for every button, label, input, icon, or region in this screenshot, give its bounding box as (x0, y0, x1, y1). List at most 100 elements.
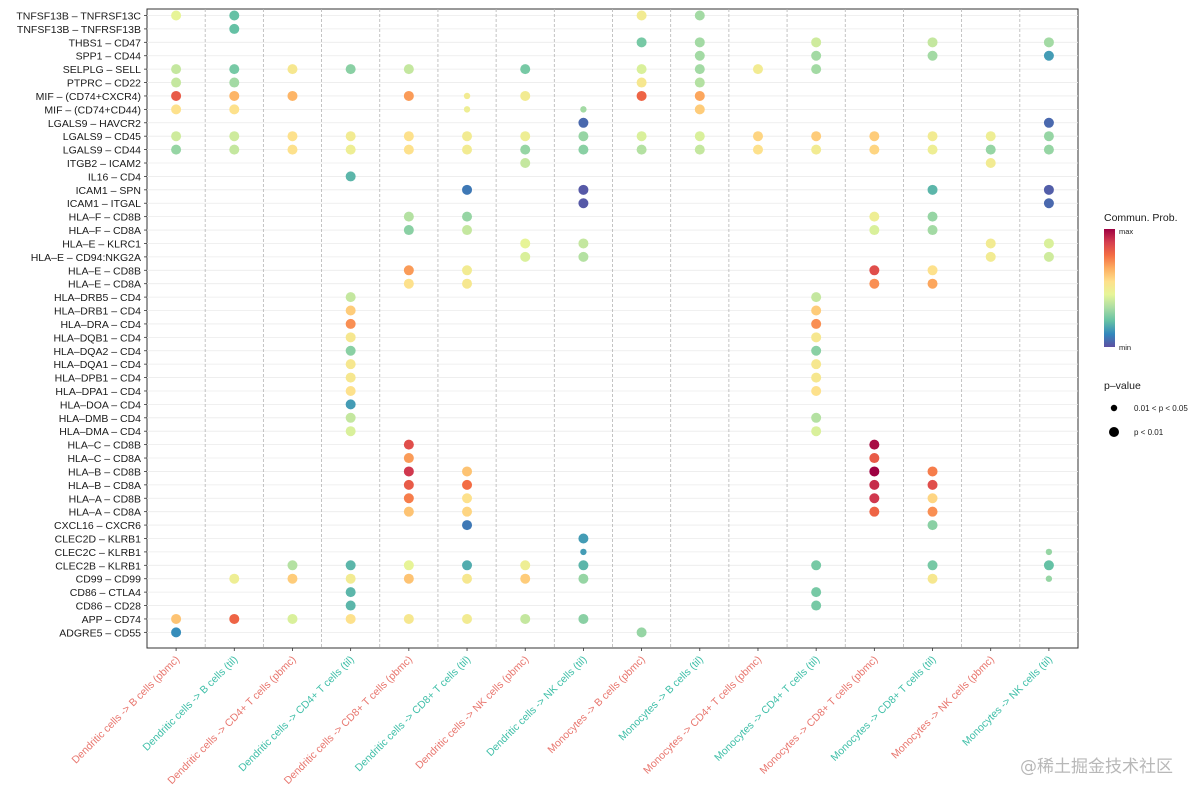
x-tick-label: Dendritic cells -> CD8+ T cells (pbmc) (282, 654, 415, 787)
data-point (694, 131, 705, 142)
data-point (345, 131, 356, 142)
data-point (869, 453, 880, 464)
data-point (229, 144, 240, 155)
data-point (927, 50, 938, 61)
x-tick-label: Dendritic cells -> CD4+ T cells (til) (236, 654, 356, 774)
data-point (403, 613, 414, 624)
data-point (345, 412, 356, 423)
y-tick-label: HLA–A – CD8B (69, 493, 141, 505)
y-tick-label: HLA–DMA – CD4 (59, 426, 141, 438)
data-point (636, 37, 647, 48)
data-point (462, 573, 473, 584)
data-point (578, 613, 589, 624)
data-point (578, 238, 589, 249)
data-point (578, 198, 589, 209)
data-point (1043, 238, 1054, 249)
data-point (171, 613, 182, 624)
y-tick-label: HLA–E – CD8A (68, 279, 141, 291)
data-point (927, 506, 938, 517)
x-tick-label: Dendritic cells -> B cells (pbmc) (70, 654, 183, 767)
data-point (229, 573, 240, 584)
x-tick-label: Dendritic cells -> B cells (til) (141, 654, 241, 754)
data-point (345, 318, 356, 329)
data-point (403, 479, 414, 490)
data-point (694, 77, 705, 88)
data-point (811, 50, 822, 61)
data-point (927, 144, 938, 155)
data-point (578, 533, 589, 544)
data-point (229, 10, 240, 21)
data-point (462, 131, 473, 142)
data-point (403, 506, 414, 517)
y-tick-label: HLA–E – KLRC1 (62, 238, 141, 250)
data-point (1043, 50, 1054, 61)
data-point (403, 90, 414, 101)
data-point (811, 292, 822, 303)
size-legend-dot-large (1109, 427, 1119, 437)
y-tick-label: ICAM1 – SPN (76, 185, 141, 197)
data-point (927, 278, 938, 289)
data-point (520, 144, 531, 155)
data-point (403, 573, 414, 584)
data-point (811, 600, 822, 611)
y-tick-label: CLEC2B – KLRB1 (55, 560, 141, 572)
data-point (927, 131, 938, 142)
data-point (520, 90, 531, 101)
y-tick-label: PTPRC – CD22 (67, 78, 141, 90)
data-point (171, 104, 182, 115)
data-point (520, 64, 531, 75)
data-point (869, 493, 880, 504)
data-point (694, 37, 705, 48)
data-point (636, 90, 647, 101)
colorbar-min-label: min (1119, 343, 1131, 352)
data-point (1043, 144, 1054, 155)
data-point (811, 560, 822, 571)
y-tick-label: SPP1 – CD44 (76, 51, 142, 63)
y-tick-label: HLA–DQB1 – CD4 (53, 332, 141, 344)
data-point (752, 144, 763, 155)
data-point (462, 278, 473, 289)
data-point (869, 278, 880, 289)
data-point (694, 10, 705, 21)
data-point (927, 184, 938, 195)
data-point (462, 144, 473, 155)
data-point (463, 92, 471, 100)
data-point (403, 278, 414, 289)
data-point (462, 265, 473, 276)
data-point (345, 372, 356, 383)
data-point (345, 359, 356, 370)
data-point (287, 90, 298, 101)
data-point (869, 225, 880, 236)
data-point (811, 372, 822, 383)
y-tick-label: ADGRE5 – CD55 (59, 627, 141, 639)
data-point (345, 426, 356, 437)
data-point (985, 251, 996, 262)
data-point (811, 359, 822, 370)
data-point (811, 412, 822, 423)
y-tick-label: IL16 – CD4 (88, 171, 141, 183)
data-point (171, 131, 182, 142)
data-point (869, 211, 880, 222)
data-point (229, 613, 240, 624)
data-point (752, 131, 763, 142)
data-point (869, 466, 880, 477)
data-point (869, 479, 880, 490)
data-point (636, 627, 647, 638)
data-point (345, 560, 356, 571)
y-tick-label: HLA–B – CD8A (68, 480, 141, 492)
data-point (985, 131, 996, 142)
data-point (345, 144, 356, 155)
data-point (171, 627, 182, 638)
data-point (869, 439, 880, 450)
x-tick-label: Dendritic cells -> NK cells (pbmc) (413, 654, 531, 772)
data-point (171, 90, 182, 101)
y-tick-label: LGALS9 – CD45 (63, 131, 141, 143)
data-point (287, 560, 298, 571)
data-point (345, 345, 356, 356)
y-tick-label: CXCL16 – CXCR6 (54, 520, 141, 532)
data-point (927, 560, 938, 571)
data-point (403, 144, 414, 155)
data-point (520, 251, 531, 262)
data-point (811, 587, 822, 598)
data-point (345, 64, 356, 75)
